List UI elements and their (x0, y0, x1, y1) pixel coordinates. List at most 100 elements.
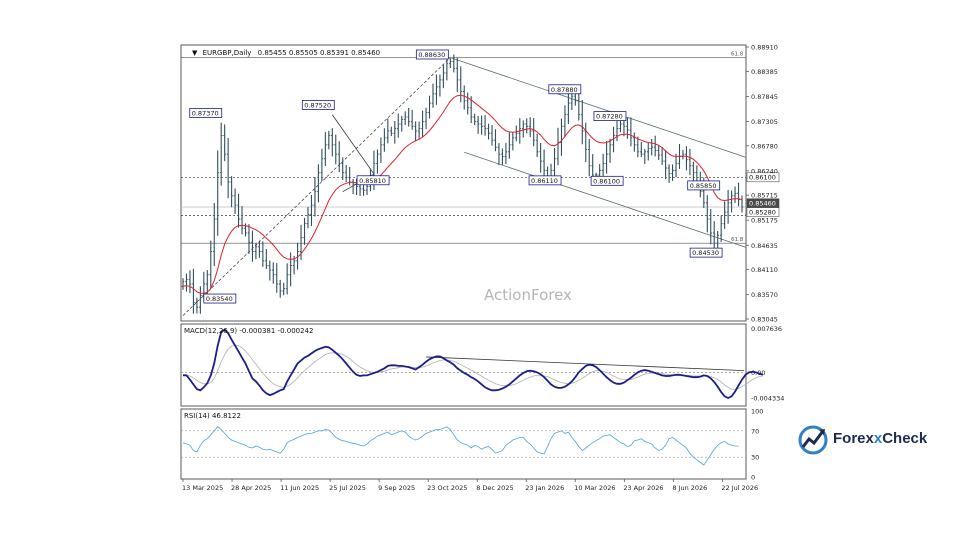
swing-label: 0.85810 (356, 175, 390, 186)
swing-label-box (548, 84, 582, 95)
swing-label: 0.83540 (203, 293, 237, 304)
channel-lower-line (464, 151, 747, 248)
time-tick-label: 25 Jul 2025 (329, 484, 366, 492)
price-tick-label: 0.86240 (751, 167, 778, 175)
swing-label-box (590, 175, 624, 186)
swing-label-box (415, 49, 449, 60)
forexcheck-logo: ForexxCheck (797, 421, 927, 461)
triangle-upper-line (331, 114, 375, 175)
time-tick-label: 13 Mar 2025 (182, 484, 223, 492)
swing-label-box (593, 111, 627, 121)
time-axis: 13 Mar 2025 28 Apr 2025 11 Jun 2025 25 Jul … (182, 479, 758, 492)
swing-label-text: 0.87520 (304, 101, 331, 109)
swing-labels: 0.87370 0.83540 0.87520 0.85810 0.88630 0.878… (189, 49, 723, 304)
trend-lines (182, 57, 747, 316)
swing-label-text: 0.84530 (692, 249, 719, 257)
swing-label-box (687, 180, 721, 191)
header-triangle-icon: ▼ (192, 49, 198, 57)
swing-label-box (301, 100, 335, 110)
price-tick-label: 0.86780 (751, 142, 778, 150)
price-panel-frame (180, 44, 747, 322)
price-tick-label: 0.85715 (751, 192, 778, 200)
time-tick-label: 8 Jun 2026 (672, 484, 707, 492)
swing-label-box (356, 175, 390, 186)
globe-chart-icon (798, 425, 828, 455)
swing-label-text: 0.85810 (359, 177, 386, 185)
chart-header: ▼ EURGBP,Daily 0.85455 0.85505 0.85391 0… (192, 49, 380, 57)
time-tick-label: 23 Apr 2026 (623, 484, 663, 492)
swing-label: 0.86100 (590, 175, 624, 186)
rsi-tick-label: 100 (751, 408, 763, 416)
swing-label-text: 0.86110 (531, 177, 558, 185)
watermark: ActionForex (484, 286, 572, 304)
swing-label-box (203, 293, 237, 304)
time-tick-label: 23 Oct 2025 (427, 484, 467, 492)
swing-label: 0.88630 (415, 49, 449, 60)
swing-label-text: 0.87880 (551, 86, 578, 94)
price-tick-label: 0.83045 (751, 316, 778, 324)
price-level-lines (181, 57, 746, 244)
brand-forex: Forex (833, 430, 874, 447)
swing-label-box (528, 175, 562, 186)
brand-x: x (873, 430, 883, 447)
swing-label-box (689, 247, 723, 258)
swing-label-box (189, 108, 223, 118)
time-tick-label: 23 Jan 2026 (525, 484, 564, 492)
price-panel: 0.88910 0.88385 0.87845 0.87305 0.86780 0.862… (180, 44, 780, 324)
rsi-tick-label: 70 (751, 427, 759, 435)
price-tick-label: 0.83570 (751, 291, 778, 299)
swing-label-text: 0.85850 (690, 182, 717, 190)
rsi-panel: 100 70 30 0 RSI(14) 46.8122 (180, 408, 763, 482)
rsi-line (182, 426, 739, 466)
price-bars (181, 52, 744, 314)
macd-header: MACD(12,26,9) -0.000381 -0.000242 (184, 327, 313, 335)
level-badge-86100-text: 0.86100 (749, 174, 776, 182)
price-tick-label: 0.84635 (751, 242, 778, 250)
price-tick-label: 0.85175 (751, 217, 778, 225)
swing-label: 0.87880 (548, 84, 582, 95)
swing-label: 0.85850 (687, 180, 721, 191)
brand-check: Check (882, 430, 928, 447)
rsi-tick-label: 30 (751, 454, 759, 462)
rsi-axis: 100 70 30 0 (751, 408, 763, 482)
swing-label: 0.87520 (301, 100, 335, 110)
swing-label-text: 0.88630 (418, 51, 445, 59)
time-tick-label: 10 Mar 2026 (574, 484, 615, 492)
price-tick-label: 0.87305 (751, 118, 778, 126)
rsi-header: RSI(14) 46.8122 (184, 412, 241, 420)
macd-trend-line (426, 356, 745, 372)
swing-label-text: 0.87280 (596, 113, 623, 121)
brand-name: ForexxCheck (833, 430, 927, 447)
fib-labels: 61.8 61.8 (731, 52, 744, 244)
level-badge-85280-text: 0.85280 (749, 208, 776, 216)
swing-label: 0.87280 (593, 111, 627, 121)
price-axis: 0.88910 0.88385 0.87845 0.87305 0.86780 0.862… (746, 44, 778, 324)
time-tick-label: 28 Apr 2025 (231, 484, 271, 492)
swing-label-text: 0.87370 (192, 109, 219, 117)
time-tick-label: 22 Jul 2026 (721, 484, 758, 492)
fib-level-label: 61.8 (731, 237, 744, 243)
swing-label-text: 0.86100 (593, 177, 620, 185)
macd-tick-label: -0.004334 (751, 395, 784, 403)
price-tick-label: 0.88385 (751, 68, 778, 76)
level-badge-85280-box (746, 207, 780, 217)
price-tick-label: 0.87845 (751, 93, 778, 101)
swing-label: 0.84530 (689, 247, 723, 258)
swing-label: 0.87370 (189, 108, 223, 118)
time-tick-label: 9 Sep 2025 (378, 484, 415, 492)
level-badge-86100-box (746, 172, 780, 183)
time-tick-label: 8 Dec 2025 (476, 484, 513, 492)
symbol-header: EURGBP,Daily (203, 49, 252, 57)
current-price-badge-text: 0.85460 (749, 200, 776, 208)
macd-signal-line (182, 344, 763, 391)
macd-tick-label: 0.007636 (751, 325, 782, 333)
price-tick-label: 0.88910 (751, 44, 778, 52)
price-tick-label: 0.84110 (751, 266, 778, 274)
swing-label: 0.86110 (528, 175, 562, 186)
macd-main-line (183, 328, 764, 400)
moving-average-line (182, 94, 743, 294)
fib-level-label: 61.8 (731, 52, 744, 58)
